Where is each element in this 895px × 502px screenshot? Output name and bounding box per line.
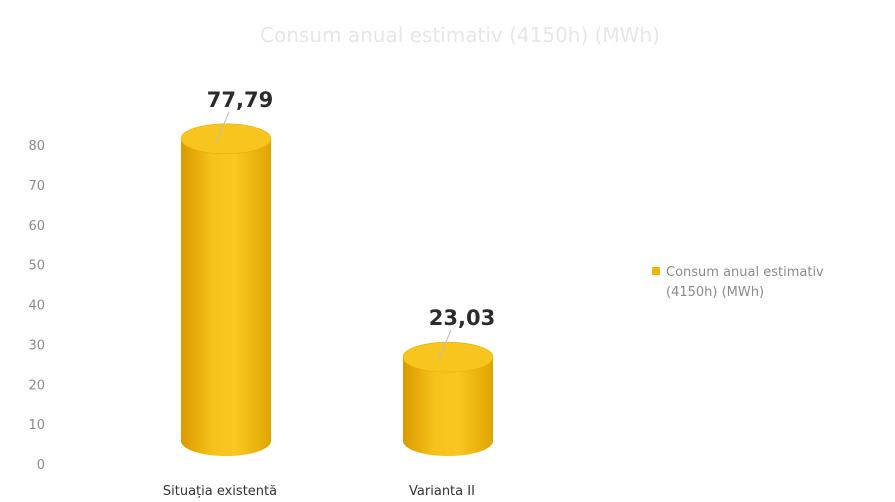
y-axis: 0 10 20 30 40 50 60 70 80 bbox=[28, 139, 45, 473]
bar-top bbox=[402, 341, 494, 373]
y-tick-label: 50 bbox=[28, 259, 45, 274]
legend: Consum anual estimativ (4150h) (MWh) bbox=[652, 265, 824, 300]
bar-body bbox=[181, 138, 271, 456]
y-tick-label: 60 bbox=[28, 219, 45, 234]
chart-title: Consum anual estimativ (4150h) (MWh) bbox=[260, 23, 660, 47]
y-tick-label: 10 bbox=[28, 418, 45, 433]
y-tick-label: 30 bbox=[28, 338, 45, 353]
legend-swatch bbox=[652, 267, 660, 275]
y-tick-label: 40 bbox=[28, 299, 45, 314]
legend-label-line-2: (4150h) (MWh) bbox=[666, 285, 764, 300]
bar-top bbox=[180, 123, 272, 155]
bar bbox=[180, 111, 272, 456]
data-label: 77,79 bbox=[207, 88, 273, 112]
data-label-leader bbox=[437, 329, 452, 362]
legend-label-line-1: Consum anual estimativ bbox=[666, 265, 824, 280]
data-label-leader bbox=[215, 111, 230, 144]
data-labels: 77,79 23,03 bbox=[207, 88, 495, 330]
y-tick-label: 0 bbox=[37, 458, 45, 473]
y-tick-label: 70 bbox=[28, 179, 45, 194]
category-labels: Situația existentă Varianta II bbox=[163, 484, 475, 499]
bars bbox=[180, 111, 494, 456]
bar-body bbox=[403, 357, 493, 456]
y-tick-label: 80 bbox=[28, 139, 45, 154]
bar bbox=[402, 329, 494, 456]
category-label: Situația existentă bbox=[163, 484, 277, 499]
category-label: Varianta II bbox=[409, 484, 475, 499]
data-label: 23,03 bbox=[429, 306, 495, 330]
y-tick-label: 20 bbox=[28, 378, 45, 393]
